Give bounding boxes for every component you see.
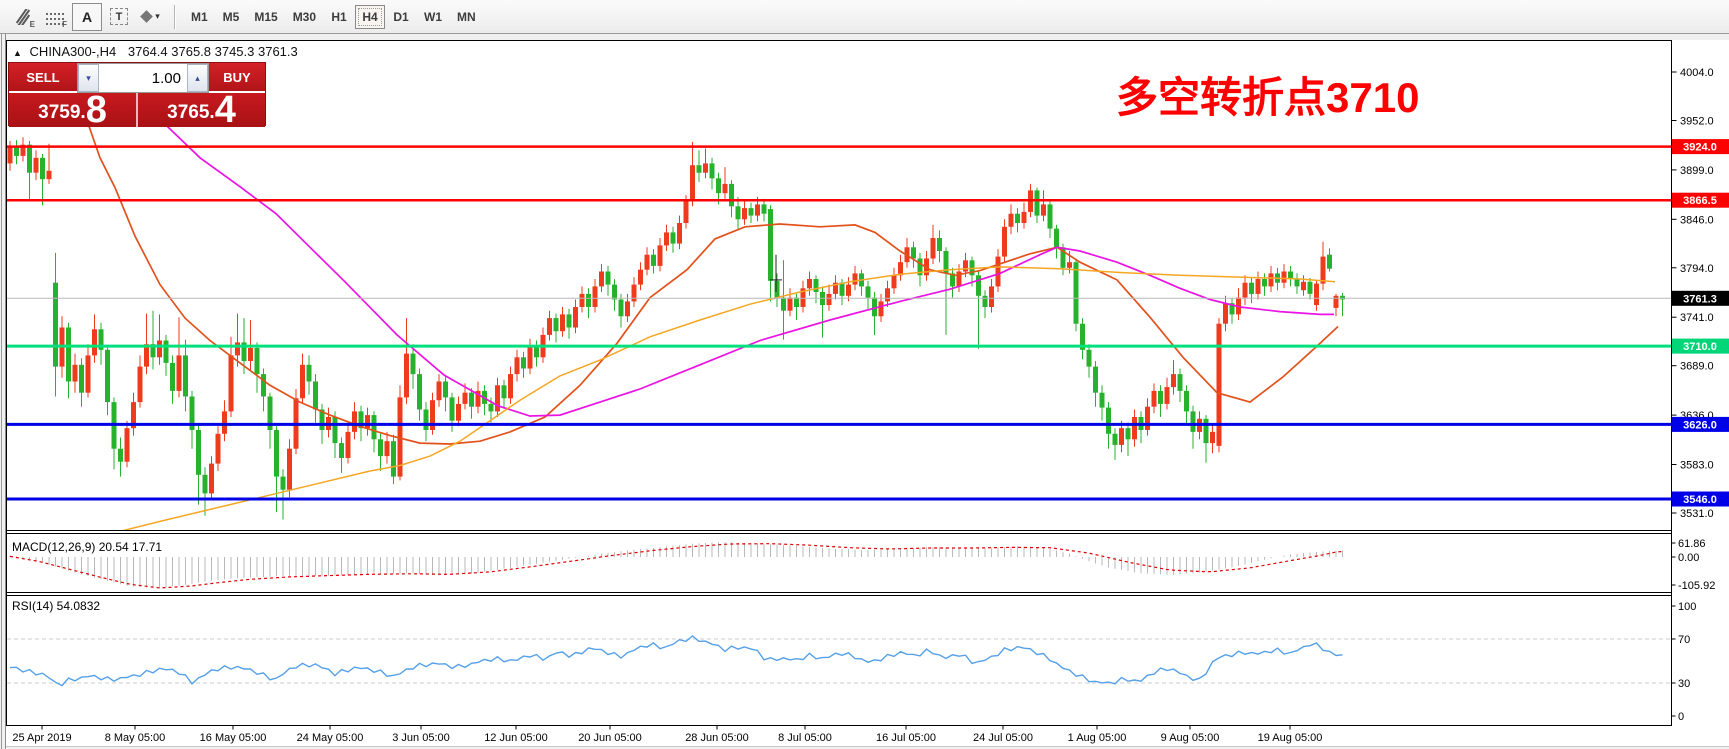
price-tag-3626.0: 3626.0: [1672, 416, 1729, 432]
buy-button[interactable]: BUY: [209, 63, 265, 93]
macd-label: MACD(12,26,9) 20.54 17.71: [12, 540, 162, 554]
grid-draw-tool[interactable]: F: [40, 3, 70, 31]
svg-text:0: 0: [1678, 711, 1684, 723]
macd-signal-line: [9, 543, 1343, 589]
chevron-down-icon: ▾: [155, 11, 160, 21]
price-axis: 4004.0 3952.0 3899.0 3846.0 3794.0 3741.0 3689…: [1671, 67, 1729, 723]
timeframe-m1[interactable]: M1: [184, 5, 215, 29]
rsi-label: RSI(14) 54.0832: [12, 599, 100, 613]
svg-text:25 Apr 2019: 25 Apr 2019: [12, 732, 71, 744]
svg-text:8 May 05:00: 8 May 05:00: [105, 732, 166, 744]
svg-text:0.00: 0.00: [1678, 552, 1699, 564]
svg-text:3866.5: 3866.5: [1683, 195, 1717, 207]
svg-text:3741.0: 3741.0: [1680, 312, 1714, 324]
time-axis: 25 Apr 2019 8 May 05:00 16 May 05:00 24 May…: [0, 725, 1729, 747]
toolbar-separator: [174, 4, 176, 29]
svg-text:3583.0: 3583.0: [1680, 460, 1714, 472]
symbol-period-label: CHINA300-,H4: [29, 44, 117, 59]
macd-panel: [9, 542, 1343, 589]
cursor-mark: [770, 254, 782, 292]
volume-box: ▾ ▴: [77, 63, 209, 93]
svg-text:20 Jun 05:00: 20 Jun 05:00: [578, 732, 642, 744]
svg-text:1 Aug 05:00: 1 Aug 05:00: [1068, 732, 1127, 744]
svg-text:3626.0: 3626.0: [1683, 419, 1717, 431]
text-box-icon: T: [110, 8, 128, 25]
svg-text:24 May 05:00: 24 May 05:00: [297, 732, 364, 744]
timeframe-group: M1 M5 M15 M30 H1 H4 D1 W1 MN: [184, 4, 484, 29]
price-tag-3866.5: 3866.5: [1672, 192, 1729, 208]
window-left-edge: [0, 34, 6, 749]
chart-annotation: 多空转折点3710: [1116, 74, 1420, 121]
svg-text:-105.92: -105.92: [1678, 580, 1715, 592]
svg-text:3689.0: 3689.0: [1680, 361, 1714, 373]
svg-text:61.86: 61.86: [1678, 538, 1706, 550]
buy-price[interactable]: 3765. 4: [138, 91, 265, 129]
text-box-tool[interactable]: T: [104, 3, 134, 31]
svg-text:28 Jun 05:00: 28 Jun 05:00: [685, 732, 749, 744]
svg-text:8 Jul 05:00: 8 Jul 05:00: [778, 732, 832, 744]
price-tag-3924.0: 3924.0: [1672, 139, 1729, 155]
ma-long-orange: [122, 266, 1336, 530]
price-tag-3546.0: 3546.0: [1672, 491, 1729, 507]
panel-borders: [6, 40, 1672, 726]
toolbar: E F A T ▾ M1 M5 M15 M30 H1 H4 D1 W1 MN: [0, 0, 1729, 34]
chart-background: [6, 40, 1729, 746]
one-click-top-row: SELL ▾ ▴ BUY: [9, 63, 265, 93]
timeframe-h4[interactable]: H4: [355, 4, 386, 29]
timeframe-mn[interactable]: MN: [450, 5, 483, 29]
ma-slow-magenta: [147, 110, 1334, 417]
channel-draw-tool[interactable]: E: [8, 3, 38, 31]
svg-text:3952.0: 3952.0: [1680, 116, 1714, 128]
timeframe-h1[interactable]: H1: [324, 5, 354, 29]
diamond-icon: [140, 10, 154, 23]
svg-text:3531.0: 3531.0: [1680, 508, 1714, 520]
svg-text:16 May 05:00: 16 May 05:00: [200, 732, 267, 744]
svg-text:3794.0: 3794.0: [1680, 263, 1714, 275]
rsi-panel: [7, 635, 1672, 687]
collapse-triangle-icon[interactable]: ▲: [13, 48, 22, 58]
svg-text:3761.3: 3761.3: [1683, 293, 1717, 305]
ohlc-values: 3764.4 3765.8 3745.3 3761.3: [127, 44, 298, 59]
svg-text:4004.0: 4004.0: [1680, 67, 1714, 79]
svg-text:3924.0: 3924.0: [1683, 142, 1717, 154]
arrow-objects-tool[interactable]: ▾: [136, 3, 166, 31]
svg-text:3 Jun 05:00: 3 Jun 05:00: [392, 732, 450, 744]
timeframe-m30[interactable]: M30: [286, 5, 323, 29]
sell-price[interactable]: 3759. 8: [9, 91, 138, 129]
text-label-tool[interactable]: A: [72, 2, 102, 31]
one-click-trading-panel: SELL ▾ ▴ BUY 3759.8 3765.4: [8, 62, 266, 129]
volume-increase-button[interactable]: ▴: [187, 64, 208, 92]
svg-text:3710.0: 3710.0: [1683, 341, 1717, 353]
svg-text:3546.0: 3546.0: [1683, 494, 1717, 506]
one-click-prices: 3759. 8 3765. 4: [9, 91, 265, 129]
chart-title: ▲ CHINA300-,H4 3764.4 3765.8 3745.3 3761…: [13, 44, 298, 59]
candles-group: [7, 137, 1345, 520]
svg-text:3846.0: 3846.0: [1680, 214, 1714, 226]
svg-text:12 Jun 05:00: 12 Jun 05:00: [484, 732, 548, 744]
rsi-line: [9, 635, 1343, 687]
sell-button[interactable]: SELL: [9, 63, 77, 93]
timeframe-m5[interactable]: M5: [216, 5, 247, 29]
svg-text:24 Jul 05:00: 24 Jul 05:00: [973, 732, 1033, 744]
svg-text:3899.0: 3899.0: [1680, 165, 1714, 177]
volume-decrease-button[interactable]: ▾: [78, 64, 99, 92]
svg-text:9 Aug 05:00: 9 Aug 05:00: [1161, 732, 1220, 744]
letter-a-icon: A: [81, 8, 93, 25]
timeframe-m15[interactable]: M15: [247, 5, 284, 29]
timeframe-d1[interactable]: D1: [386, 5, 416, 29]
price-tag-3710.0: 3710.0: [1672, 338, 1729, 354]
main-plot: [7, 63, 1672, 530]
svg-text:19 Aug 05:00: 19 Aug 05:00: [1258, 732, 1323, 744]
price-tag-3761.3: 3761.3: [1672, 290, 1729, 306]
timeframe-w1[interactable]: W1: [417, 5, 449, 29]
svg-text:100: 100: [1678, 601, 1696, 613]
svg-text:16 Jul 05:00: 16 Jul 05:00: [876, 732, 936, 744]
volume-input[interactable]: [99, 64, 187, 92]
svg-text:30: 30: [1678, 678, 1690, 690]
grid-dots-icon: [46, 10, 64, 25]
svg-text:70: 70: [1678, 634, 1690, 646]
